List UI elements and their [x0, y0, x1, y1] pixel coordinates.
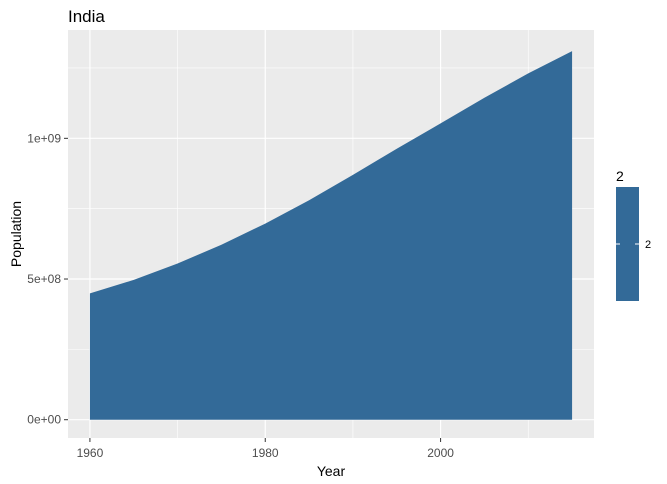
x-tick-label: 2000	[427, 446, 454, 460]
y-tick-label: 1e+09	[27, 131, 61, 145]
y-axis-title: Population	[8, 201, 24, 267]
x-tick-label: 1980	[252, 446, 279, 460]
x-tick-label: 1960	[77, 446, 104, 460]
x-axis-ticks: 1960 1980 2000	[77, 438, 454, 460]
chart-title: India	[68, 7, 105, 26]
y-tick-label: 0e+00	[27, 413, 61, 427]
x-axis-title: Year	[317, 463, 346, 479]
legend-title: 2	[616, 168, 624, 184]
area-series	[89, 51, 573, 420]
y-axis-ticks: 0e+00 5e+08 1e+09	[27, 131, 68, 427]
legend-color-key	[616, 187, 639, 301]
legend: 2 2	[616, 168, 651, 301]
legend-label: 2	[645, 239, 651, 251]
y-tick-label: 5e+08	[27, 272, 61, 286]
